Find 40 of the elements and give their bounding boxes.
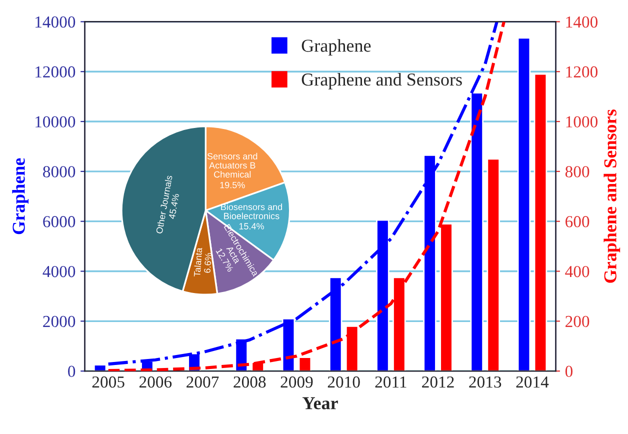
x-tick-label: 2010 xyxy=(328,376,360,388)
x-tick-label: 2007 xyxy=(186,376,219,388)
x-tick-label: 2006 xyxy=(139,376,172,388)
x-tick-label: 2005 xyxy=(92,376,124,388)
slice-label: Sensors and Actuators B Chemical xyxy=(207,152,258,178)
y2-tick-label: 800 xyxy=(565,166,590,178)
y2-tick-label: 400 xyxy=(565,266,590,278)
bar xyxy=(486,158,500,372)
legend-label: Graphene xyxy=(302,39,371,56)
bar xyxy=(93,364,107,372)
y-tick-label: 12000 xyxy=(36,66,76,78)
x-tick-label: 2009 xyxy=(280,376,313,388)
x-tick-label: 2014 xyxy=(516,376,549,388)
y2-tick-label: 1200 xyxy=(566,66,598,78)
y-axis-title: Graphene xyxy=(12,158,29,234)
bar xyxy=(534,73,548,372)
slice-label: Biosensors and Bioelectronics xyxy=(221,204,282,220)
slice-label: Talanta xyxy=(194,248,202,277)
x-tick-label: 2012 xyxy=(422,376,454,388)
y2-tick-label: 1400 xyxy=(566,16,598,28)
legend-label: Graphene and Sensors xyxy=(302,72,462,90)
y2-tick-label: 1000 xyxy=(566,116,598,128)
x-axis-title: Year xyxy=(302,397,338,410)
y-tick-label: 2000 xyxy=(43,316,76,328)
y-tick-label: 0 xyxy=(68,366,76,378)
bar xyxy=(517,37,531,372)
y2-tick-label: 600 xyxy=(566,216,590,228)
y-tick-label: 8000 xyxy=(43,166,76,178)
y2-axis-title: Graphene and Sensors xyxy=(604,110,620,283)
data-label: 19.5% xyxy=(220,182,245,188)
y-tick-label: 10000 xyxy=(36,116,76,128)
y2-tick-label: 200 xyxy=(566,316,590,328)
x-tick-label: 2011 xyxy=(375,376,406,388)
y2-tick-label: 0 xyxy=(565,366,573,378)
y-tick-label: 14000 xyxy=(36,16,76,28)
data-label: 6.6% xyxy=(204,252,212,273)
y-tick-label: 4000 xyxy=(42,266,76,278)
x-tick-label: 2013 xyxy=(469,376,502,388)
y-tick-label: 6000 xyxy=(43,216,76,228)
x-tick-label: 2008 xyxy=(234,376,266,388)
